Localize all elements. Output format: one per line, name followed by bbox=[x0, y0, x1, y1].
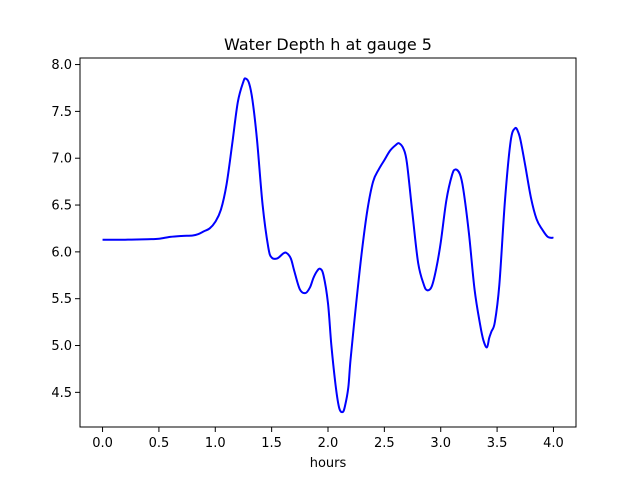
x-tick-label: 2.5 bbox=[374, 436, 395, 451]
x-tick-label: 4.0 bbox=[543, 436, 564, 451]
y-tick-label: 6.0 bbox=[51, 245, 72, 260]
x-tick-label: 3.5 bbox=[487, 436, 508, 451]
y-tick-label: 8.0 bbox=[51, 58, 72, 73]
chart-title: Water Depth h at gauge 5 bbox=[224, 35, 432, 54]
x-tick-label: 0.5 bbox=[149, 436, 170, 451]
x-tick-label: 3.0 bbox=[430, 436, 451, 451]
x-tick-label: 1.0 bbox=[205, 436, 226, 451]
plot-area bbox=[102, 77, 554, 414]
x-tick-label: 2.0 bbox=[318, 436, 339, 451]
x-tick-label: 1.5 bbox=[261, 436, 282, 451]
y-tick-label: 7.5 bbox=[51, 105, 72, 120]
y-tick-label: 6.5 bbox=[51, 199, 72, 214]
x-tick-label: 0.0 bbox=[92, 436, 113, 451]
y-tick-label: 5.5 bbox=[51, 292, 72, 307]
y-tick-label: 4.5 bbox=[51, 386, 72, 401]
y-tick-label: 7.0 bbox=[51, 152, 72, 167]
x-axis-label: hours bbox=[310, 456, 347, 471]
axis-ticks: 0.0 0.5 1.0 1.5 2.0 2.5 3.0 3.5 4.0 4.5 5.0 5.5 6.0 6… bbox=[51, 58, 563, 451]
plot-frame bbox=[79, 57, 577, 428]
y-tick-label: 5.0 bbox=[51, 339, 72, 354]
series-line bbox=[102, 77, 554, 414]
